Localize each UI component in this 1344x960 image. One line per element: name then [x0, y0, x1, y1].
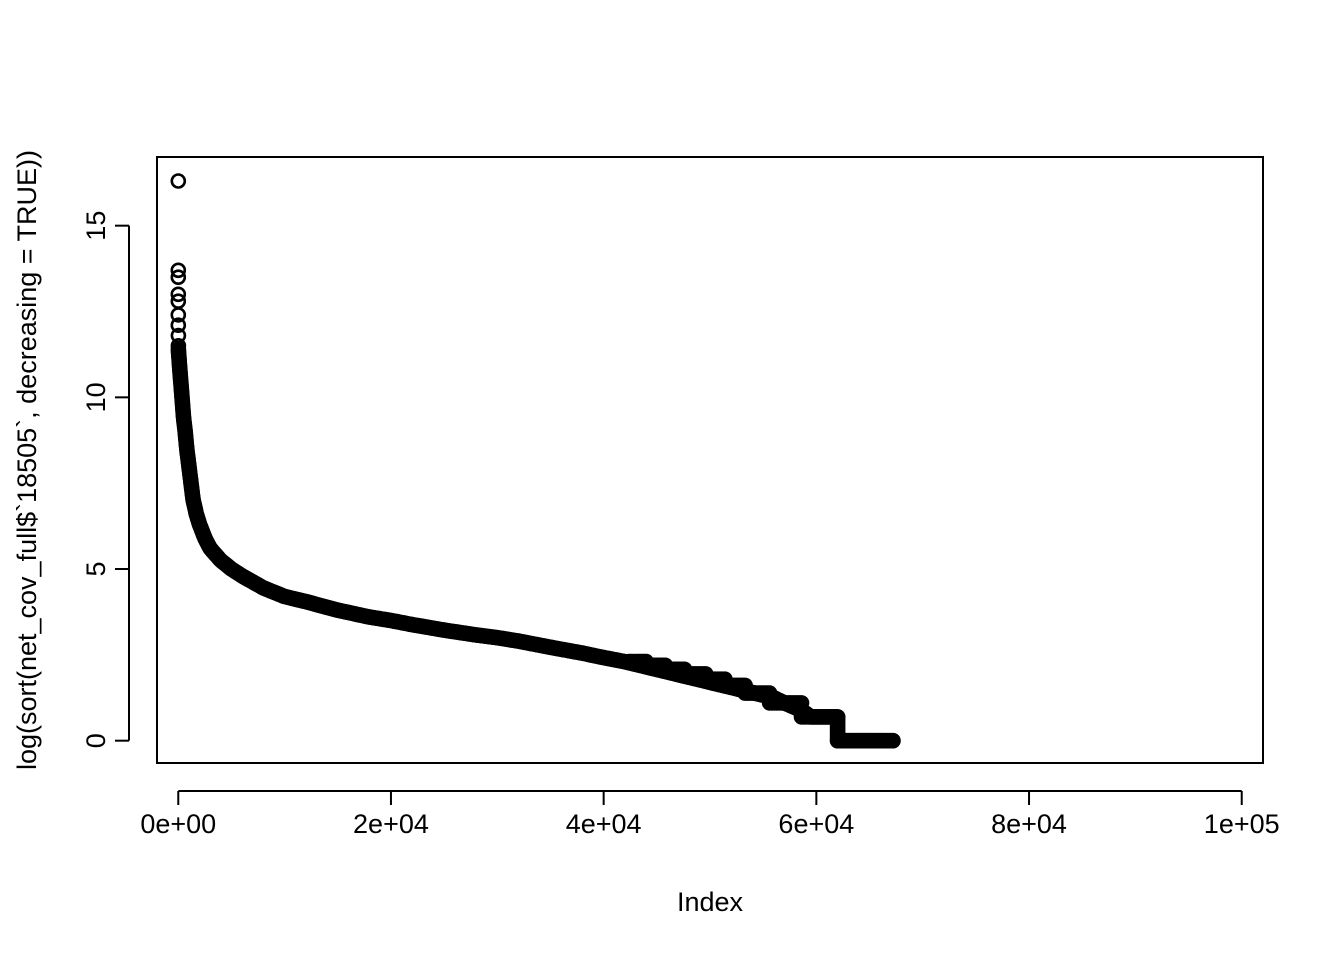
data-point	[657, 657, 674, 674]
y-axis-label: log(sort(net_cov_full$`18505`, decreasin…	[12, 150, 42, 770]
data-point	[170, 307, 187, 323]
x-axis: 0e+00 2e+04 4e+04 6e+04 8e+04 1e+05	[140, 790, 1280, 839]
y-tick-label: 0	[81, 733, 111, 748]
data-point	[717, 671, 733, 688]
data-points	[170, 173, 901, 749]
x-tick-label: 8e+04	[991, 809, 1067, 839]
data-point	[697, 666, 714, 682]
x-tick-label: 2e+04	[353, 809, 429, 839]
data-point	[170, 317, 187, 334]
plot-frame	[156, 156, 1264, 764]
data-point	[170, 173, 187, 189]
y-tick-label: 5	[81, 561, 111, 576]
data-point	[170, 262, 187, 279]
data-point	[676, 661, 693, 678]
data-point	[793, 695, 810, 711]
data-point	[170, 269, 187, 286]
y-axis: 0 5 10 15	[81, 211, 130, 748]
x-tick-label: 0e+00	[140, 809, 216, 839]
data-point	[737, 677, 753, 694]
x-tick-label: 6e+04	[778, 809, 854, 839]
data-point	[638, 653, 655, 670]
x-tick-label: 1e+05	[1204, 809, 1280, 839]
y-tick-label: 15	[81, 211, 111, 241]
data-point	[170, 286, 187, 303]
y-tick-label: 10	[81, 382, 111, 412]
data-point	[761, 685, 778, 701]
data-point	[885, 732, 901, 749]
x-axis-label: Index	[677, 887, 744, 917]
data-point	[829, 709, 846, 725]
x-tick-label: 4e+04	[566, 809, 642, 839]
